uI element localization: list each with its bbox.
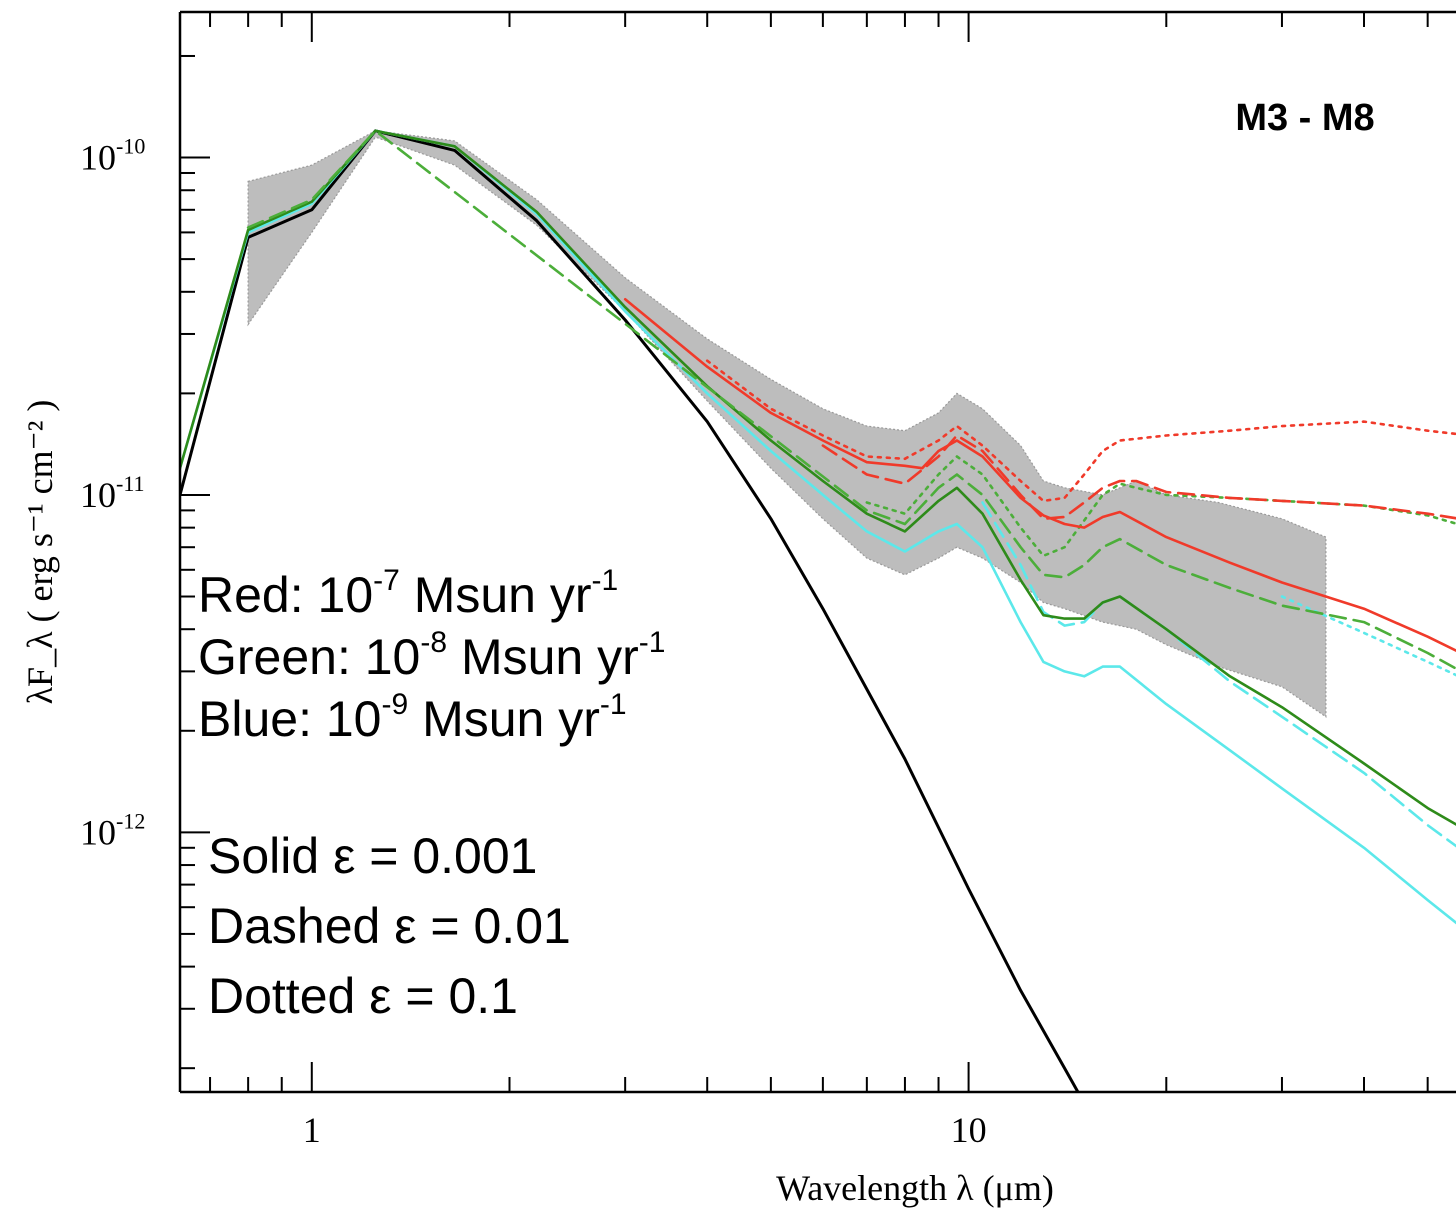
chart-title: M3 - M8: [1235, 97, 1374, 139]
y-tick-label: 10-12: [80, 808, 145, 852]
axes-layer: [178, 10, 1456, 1094]
y-axis-label: λF_λ ( erg s⁻¹ cm⁻² ): [20, 400, 60, 705]
annotation-rate-line: Green: 10-8 Msun yr-1: [198, 626, 665, 685]
labels-layer: 1 10 10-10 10-11 10-12 Wavelength λ (μm) λF_λ …: [20, 97, 1375, 1208]
y-tick-label: 10-10: [80, 134, 145, 178]
footer-citation: Muzerolle et al.: [1140, 1207, 1456, 1212]
observed-band-layer: [247, 130, 1327, 718]
annotation-epsilon-line: Solid ε = 0.001: [208, 828, 537, 884]
x-tick-label: 1: [303, 1110, 321, 1150]
x-tick-label: 10: [951, 1110, 987, 1150]
model-series-layer: [180, 129, 1456, 1092]
x-axis-label: Wavelength λ (μm): [776, 1168, 1054, 1208]
observed-sed-band: [247, 130, 1327, 718]
annotation-epsilon-line: Dotted ε = 0.1: [208, 968, 518, 1024]
annotation-rate-line: Red: 10-7 Msun yr-1: [198, 564, 618, 623]
series-red-dashed-line: [821, 434, 1456, 521]
series-green_light-dashed-line: [246, 129, 1456, 671]
y-tick-label: 10-11: [80, 471, 145, 515]
series-green-solid-line: [180, 129, 1456, 826]
series-red-dotted-line: [705, 359, 1456, 503]
ticks-layer: [180, 12, 1429, 1092]
annotation-epsilon-line: Dashed ε = 0.01: [208, 898, 571, 954]
series-black-solid-line: [180, 129, 1080, 1092]
annotation-rate-line: Blue: 10-9 Msun yr-1: [198, 688, 627, 747]
